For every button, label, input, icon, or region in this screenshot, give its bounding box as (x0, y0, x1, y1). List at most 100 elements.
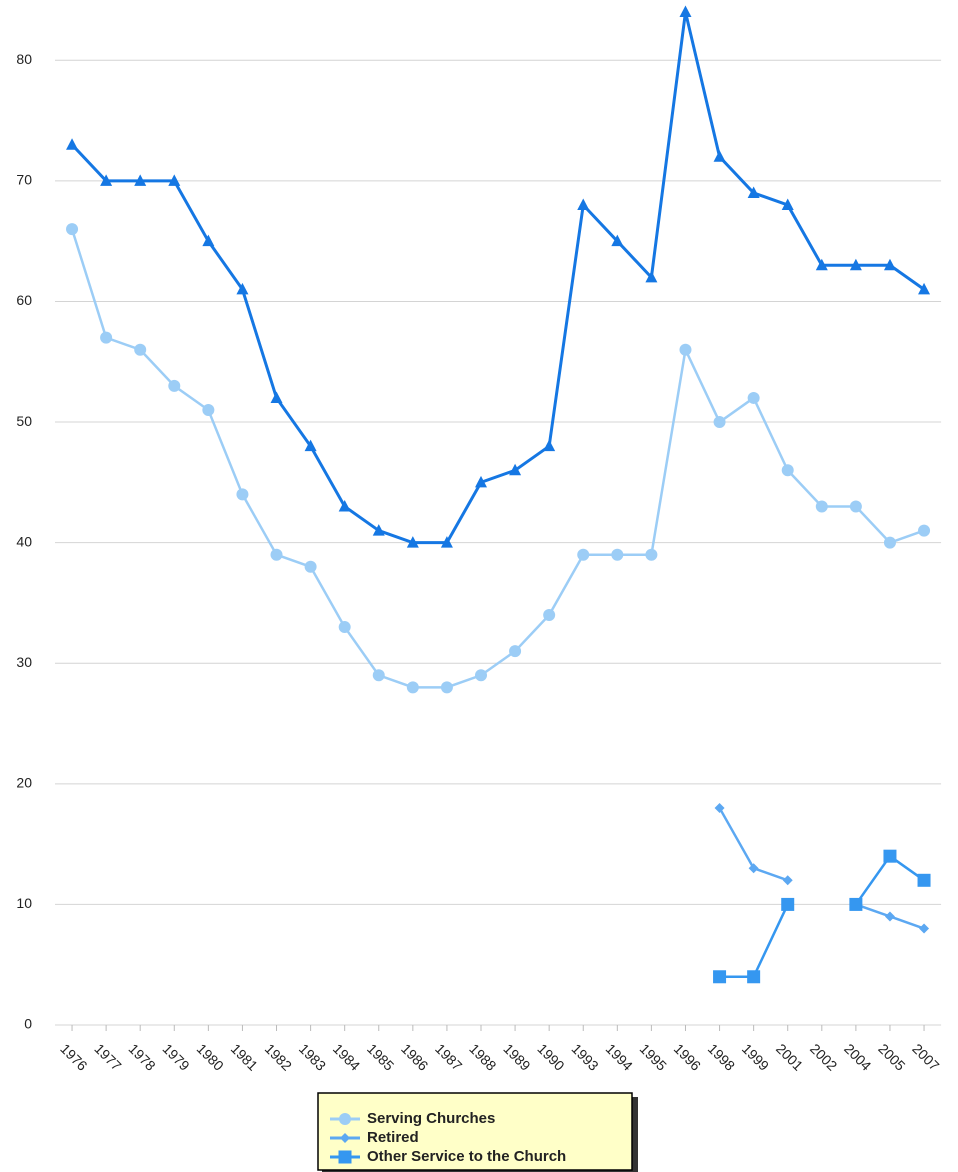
x-tick-label: 1996 (671, 1040, 704, 1073)
x-tick-label: 1983 (296, 1040, 329, 1073)
series-line (70, 11, 925, 545)
x-tick-label: 1995 (637, 1040, 670, 1073)
y-tick-label: 50 (16, 413, 32, 429)
point (849, 500, 862, 513)
point (883, 849, 897, 863)
point (66, 223, 79, 236)
point (611, 234, 624, 247)
y-tick-label: 20 (16, 775, 32, 791)
point (611, 548, 624, 561)
x-tick-label: 1976 (57, 1040, 90, 1073)
point (815, 500, 828, 513)
x-tick-label: 1979 (160, 1040, 193, 1073)
x-tick-label: 2004 (841, 1040, 874, 1073)
legend: Serving Churches Retired Other Service to … (317, 1092, 638, 1172)
y-tick-label: 40 (16, 533, 32, 549)
point (202, 404, 215, 416)
point (849, 897, 863, 911)
point (475, 669, 487, 682)
point (645, 548, 658, 561)
point (372, 524, 385, 536)
point (270, 391, 283, 403)
x-tick-label: 2005 (875, 1040, 908, 1073)
x-tick-label: 1981 (228, 1040, 261, 1073)
point (748, 863, 759, 874)
point (883, 258, 896, 271)
point (543, 609, 556, 621)
x-tick-label: 1986 (398, 1040, 431, 1073)
x-tick-label: 1982 (262, 1040, 295, 1073)
point (236, 488, 249, 501)
x-tick-label: 1977 (91, 1040, 124, 1073)
y-tick-label: 0 (24, 1016, 32, 1032)
x-tick-label: 1990 (534, 1040, 567, 1073)
y-tick-label: 10 (16, 895, 32, 911)
point (168, 174, 181, 186)
point (168, 379, 181, 392)
point (781, 198, 794, 210)
x-tick-label: 1999 (739, 1040, 772, 1073)
legend-label: Other Service to the Church (367, 1148, 566, 1165)
x-tick-label: 1984 (330, 1040, 363, 1073)
point (849, 258, 862, 271)
point (747, 970, 761, 984)
point (645, 270, 658, 283)
point (134, 174, 147, 186)
x-tick-label: 1978 (125, 1040, 158, 1073)
point (406, 681, 419, 694)
point (509, 645, 522, 658)
point (781, 897, 795, 911)
x-tick-label: 1987 (432, 1040, 465, 1073)
x-tick-label: 1989 (500, 1040, 533, 1073)
y-tick-label: 70 (16, 172, 32, 188)
series-line (70, 228, 925, 689)
x-tick-label: 1988 (466, 1040, 499, 1073)
point (713, 970, 727, 984)
point (713, 150, 726, 162)
point (509, 463, 522, 476)
x-tick-label: 2002 (807, 1040, 840, 1073)
y-tick-label: 80 (16, 51, 32, 67)
point (304, 439, 317, 452)
point (883, 536, 896, 549)
legend-label: Serving Churches (367, 1110, 495, 1127)
point (781, 464, 794, 477)
point (713, 416, 726, 429)
x-tick-label: 1985 (364, 1040, 397, 1073)
point (134, 343, 147, 356)
point (918, 282, 931, 295)
point (304, 560, 317, 573)
point (918, 524, 931, 537)
point (475, 475, 487, 488)
point (747, 186, 760, 198)
point (270, 548, 283, 561)
x-tick-label: 2001 (773, 1040, 806, 1073)
legend-label: Retired (367, 1129, 419, 1146)
point (202, 234, 215, 247)
point (100, 331, 113, 344)
point (577, 198, 590, 210)
point (440, 681, 453, 694)
x-tick-label: 2007 (909, 1040, 942, 1073)
x-tick-label: 1998 (705, 1040, 738, 1073)
point (919, 923, 930, 934)
point (747, 391, 760, 404)
point (714, 802, 725, 813)
point (372, 669, 385, 682)
point (577, 548, 590, 561)
point (338, 621, 351, 634)
point (815, 258, 828, 271)
point (339, 1113, 351, 1125)
point (543, 439, 556, 452)
y-tick-label: 60 (16, 292, 32, 308)
y-tick-label: 30 (16, 654, 32, 670)
point (236, 282, 249, 295)
point (679, 5, 692, 18)
point (338, 1150, 352, 1164)
point (338, 499, 351, 512)
x-tick-label: 1993 (569, 1040, 602, 1073)
legend-box (317, 1092, 633, 1171)
point (440, 536, 453, 548)
point (100, 174, 113, 186)
